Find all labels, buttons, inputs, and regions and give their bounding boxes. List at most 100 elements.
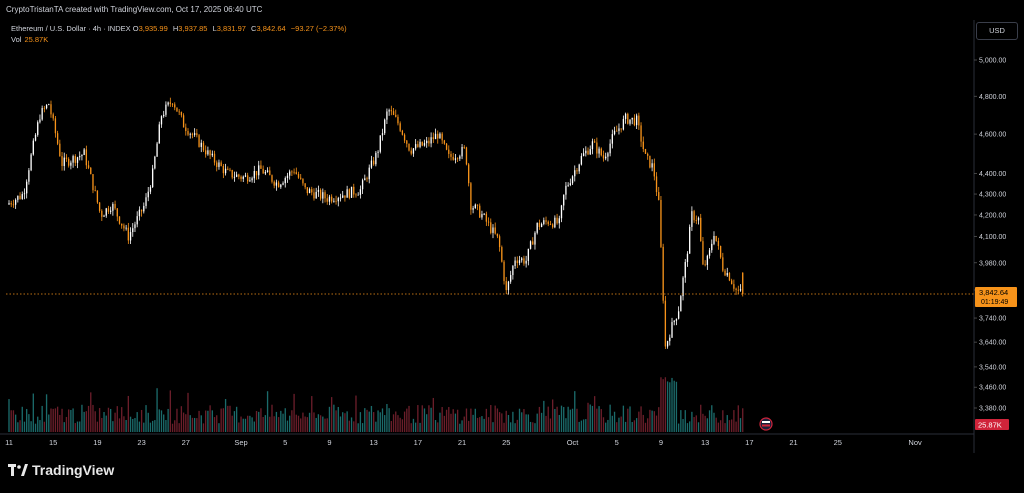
volume-bar [708,410,711,432]
y-tick-label: 3,460.00 [979,385,1006,392]
candle-body [72,156,74,163]
candle-body [655,176,658,193]
volume-bar [571,408,574,432]
volume-bar [182,412,185,432]
volume-bar [275,411,278,432]
volume-bar [417,405,419,432]
candle-body [454,158,457,160]
volume-bar [118,418,121,432]
candle-body [675,318,678,321]
high-key: H [172,24,179,33]
candle-body [728,273,731,281]
volume-bar [644,422,647,432]
candle-body [353,186,355,195]
volume-bar [154,420,156,432]
currency-button[interactable]: USD [976,22,1018,40]
candle-body [348,189,351,198]
candle-body [706,255,709,265]
volume-bar [198,410,200,432]
volume-bar [105,415,107,432]
candle-body [191,133,194,135]
candle-body [662,246,664,301]
volume-bar [79,421,81,432]
candle-body [21,194,23,199]
volume-bar [695,415,697,432]
last-price-label: 3,842.64 [979,288,1008,297]
candle-body [156,143,158,157]
volume-bar [151,420,154,432]
volume-bar [395,411,397,432]
candle-body [512,265,514,276]
volume-bar [479,417,481,432]
volume-bar [231,415,233,432]
volume-bar [324,418,326,432]
volume-bar [474,408,476,432]
volume-bar [521,412,523,432]
volume-bar [432,397,434,432]
volume-bar [240,416,242,432]
x-tick-label: Oct [567,438,580,447]
x-tick-label: 17 [414,438,422,447]
volume-bar [664,377,667,432]
volume-bar [322,416,324,432]
candle-body [445,143,448,150]
volume-bar [138,421,141,432]
volume-bar [193,417,196,432]
volume-bar [19,420,21,432]
candle-body [485,213,488,222]
volume-bar [39,420,41,432]
candle-body [406,140,408,144]
volume-bar [209,405,211,432]
candle-body [523,258,525,264]
y-tick-label: 5,000.00 [979,58,1006,65]
volume-bar [81,404,83,432]
volume-bar [503,422,505,432]
candle-body [160,116,163,125]
candle-body [350,186,353,198]
volume-bar [147,412,149,432]
candle-body [262,168,264,174]
candle-body [713,235,715,244]
volume-bar [315,417,317,432]
volume-bar [620,416,622,432]
us-flag-stripe-icon [762,424,770,427]
candle-body [443,140,446,144]
candle-body [103,215,105,217]
candle-body [147,191,149,198]
candle-body [510,275,512,282]
volume-bar [742,408,744,432]
volume-bar [689,421,691,432]
candle-body [452,156,454,160]
candle-body [582,153,585,156]
volume-bar [302,412,304,432]
candle-body [620,128,622,130]
volume-bar [127,395,130,432]
volume-bar [558,414,560,432]
candle-body [37,122,39,135]
candle-body [291,171,293,173]
volume-bar [282,413,284,432]
candle-body [92,174,94,191]
candle-body [686,253,689,263]
volume-bar [428,405,430,432]
brand-logo: TradingView [8,462,114,478]
candle-body [461,147,463,157]
candle-body [193,133,196,135]
candle-body [587,150,589,155]
volume-bar [600,409,602,432]
volume-bar [722,410,724,432]
volume-bar [580,420,583,432]
volume-bar [41,405,43,432]
volume-bar [123,416,125,432]
candle-body [109,210,112,212]
candle-body [647,153,649,156]
volume-bar [344,413,346,432]
volume-bar [490,405,492,432]
candle-body [330,196,333,202]
candle-body [600,148,602,156]
volume-bar [76,421,79,432]
us-flag-stripe-icon [762,421,770,423]
volume-bar [697,422,700,432]
tradingview-logo-icon [8,463,28,477]
